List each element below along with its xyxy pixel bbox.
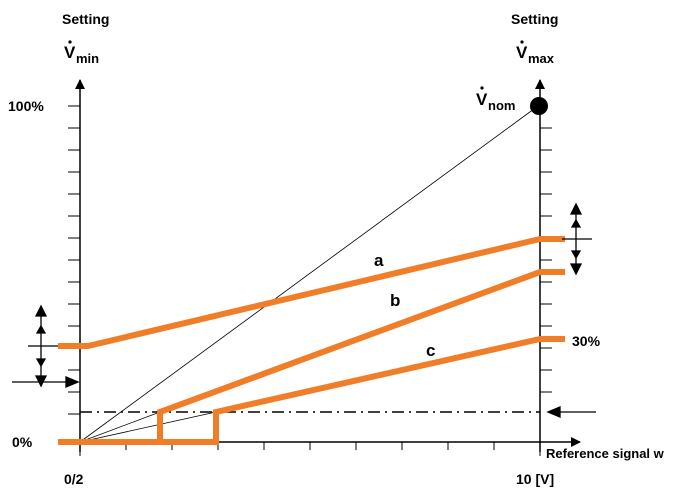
curve-c bbox=[160, 336, 565, 445]
v-nom-label: V nom bbox=[476, 86, 515, 113]
v-max-subscript: max bbox=[528, 51, 555, 66]
percent-30-label: 30% bbox=[572, 333, 601, 349]
v-min-label: V min bbox=[64, 40, 99, 66]
curve-a bbox=[58, 236, 565, 349]
y-label-100: 100% bbox=[8, 98, 44, 114]
v-max-label: V max bbox=[516, 40, 555, 66]
v-min-subscript: min bbox=[76, 51, 99, 66]
thin-line-b bbox=[79, 411, 161, 443]
left-adjust-arrow-icon bbox=[28, 304, 58, 388]
thin-line-c bbox=[79, 411, 217, 443]
x-label-right: 10 [V] bbox=[516, 471, 554, 487]
curve-c-label: c bbox=[426, 341, 435, 360]
x-axis-title: Reference signal w bbox=[546, 446, 665, 461]
v-nom-symbol: V bbox=[476, 90, 488, 109]
y-label-0: 0% bbox=[12, 434, 33, 450]
left-pointer-arrow-icon bbox=[12, 376, 80, 388]
right-pointer-arrow-icon bbox=[546, 406, 596, 418]
curve-b-label: b bbox=[390, 291, 400, 310]
right-axis-ticks bbox=[540, 127, 552, 393]
nominal-point-marker bbox=[530, 97, 548, 115]
v-max-symbol: V bbox=[516, 43, 528, 62]
right-setting-label: Setting bbox=[511, 11, 558, 27]
curve-a-label: a bbox=[374, 251, 384, 270]
diagonal-reference-line bbox=[79, 105, 539, 443]
left-setting-label: Setting bbox=[62, 11, 109, 27]
v-min-symbol: V bbox=[64, 43, 76, 62]
curve-b bbox=[58, 269, 565, 445]
v-nom-subscript: nom bbox=[488, 98, 515, 113]
right-adjust-arrow-icon bbox=[562, 202, 592, 276]
left-axis-ticks bbox=[68, 105, 80, 415]
x-label-left: 0/2 bbox=[64, 471, 84, 487]
